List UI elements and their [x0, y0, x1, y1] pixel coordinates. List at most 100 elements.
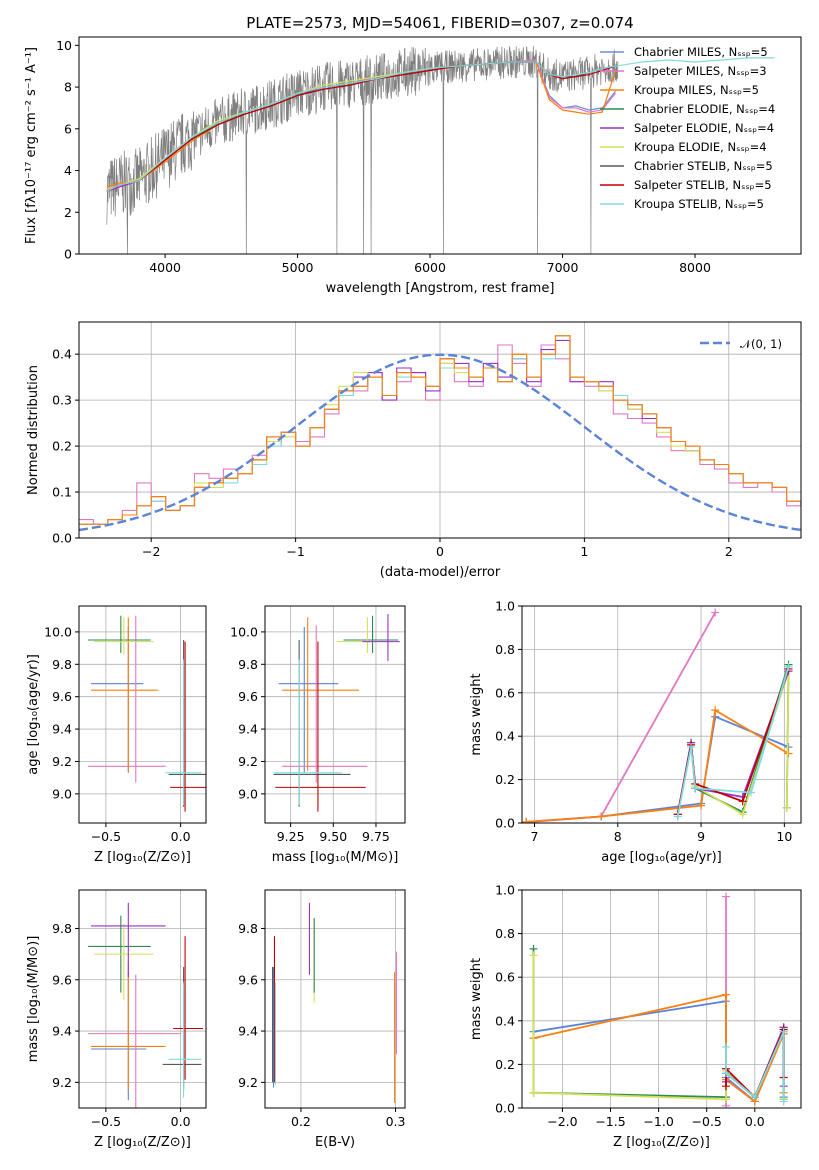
weight-marker — [711, 706, 720, 715]
legend-label: Kroupa STELIB, Nₛₛₚ=5 — [634, 197, 764, 211]
weight-marker — [747, 788, 756, 797]
y-tick-label: 9.8 — [52, 657, 72, 672]
plot-area — [273, 614, 400, 812]
y-tick-label: 9.2 — [52, 1075, 72, 1090]
x-tick-label: −2.0 — [547, 1114, 577, 1129]
histogram-4 — [79, 335, 801, 525]
y-tick-label: 0.6 — [495, 970, 515, 985]
y-tick-label: 0.2 — [52, 439, 72, 454]
x-tick-label: 0.0 — [171, 829, 191, 844]
plot-area — [272, 902, 398, 1103]
y-tick-label: 0 — [64, 247, 72, 262]
y-tick-label: 9.4 — [238, 722, 258, 737]
x-tick-label: 7000 — [547, 260, 579, 275]
y-tick-label: 0.8 — [495, 642, 515, 657]
x-axis-label: E(B-V) — [315, 1135, 355, 1150]
y-tick-label: 0.0 — [495, 816, 515, 831]
x-tick-label: 1 — [580, 544, 588, 559]
legend-label: 𝒩(0, 1) — [740, 337, 782, 351]
weight-marker — [721, 1042, 730, 1051]
x-tick-label: 0.2 — [291, 1114, 311, 1129]
plot-area — [87, 615, 206, 812]
legend-label: Kroupa ELODIE, Nₛₛₚ=4 — [634, 140, 767, 154]
axes-frame — [78, 605, 207, 824]
y-tick-label: 0.2 — [495, 1057, 515, 1072]
y-tick-label: 9.6 — [238, 689, 258, 704]
observed-spectrum — [106, 45, 619, 254]
y-tick-label: 1.0 — [495, 883, 515, 898]
weight-marker — [529, 1088, 538, 1097]
x-tick-label: −2 — [142, 544, 160, 559]
weight-marker — [779, 1097, 788, 1106]
y-tick-label: 9.8 — [238, 657, 258, 672]
y-tick-label: 0.0 — [495, 1101, 515, 1116]
weight-line-6 — [676, 668, 790, 815]
y-tick-label: 1.0 — [495, 599, 515, 614]
x-tick-label: 9.75 — [362, 829, 390, 844]
x-tick-label: −0.5 — [91, 1114, 121, 1129]
y-tick-label: 9.2 — [238, 1075, 258, 1090]
y-tick-label: 9.4 — [238, 1024, 258, 1039]
x-axis-label: wavelength [Angstrom, rest frame] — [326, 281, 555, 296]
x-axis-label: Z [log₁₀(Z/Z⊙)] — [94, 1135, 191, 1150]
plot-area — [522, 608, 793, 823]
x-tick-label: −0.5 — [91, 829, 121, 844]
y-tick-label: 0.1 — [52, 485, 72, 500]
weight-marker — [529, 951, 538, 960]
y-tick-label: 0.8 — [495, 926, 515, 941]
y-tick-label: 9.0 — [238, 786, 258, 801]
y-tick-label: 6 — [64, 121, 72, 136]
y-axis-label: Normed distribution — [26, 365, 41, 495]
x-axis-label: (data-model)/error — [380, 565, 501, 580]
panel-6: 0.2 0.3 9.2 9.4 9.6 9.8 E(B-V) — [238, 889, 406, 1150]
plot-area — [529, 892, 788, 1108]
x-tick-label: 10 — [776, 829, 792, 844]
x-tick-label: 0.0 — [745, 1114, 765, 1129]
x-axis-label: Z [log₁₀(Z/Z⊙)] — [613, 1135, 710, 1150]
x-tick-label: 6000 — [414, 260, 446, 275]
x-tick-label: 2 — [725, 544, 733, 559]
x-tick-label: 8000 — [679, 260, 711, 275]
y-tick-label: 0.0 — [52, 531, 72, 546]
x-tick-label: 9.50 — [319, 829, 347, 844]
axes-frame — [78, 889, 207, 1109]
x-tick-label: 0 — [436, 544, 444, 559]
panel-7: −2.0 −1.5 −1.0 −0.5 0.0 0.0 0.2 0.4 0.6 0.8 1.0 Z [… — [469, 883, 802, 1150]
y-tick-label: 0.4 — [52, 347, 72, 362]
y-tick-label: 9.6 — [238, 972, 258, 987]
y-tick-label: 9.2 — [238, 754, 258, 769]
legend-label: Kroupa MILES, Nₛₛₚ=5 — [634, 83, 759, 97]
weight-marker — [750, 1093, 759, 1102]
y-tick-label: 9.4 — [52, 722, 72, 737]
panel-5: −0.5 0.0 9.2 9.4 9.6 9.8 Z [log₁₀(Z/Z⊙)] mass [… — [26, 889, 207, 1150]
weight-marker — [691, 784, 700, 793]
y-tick-label: 0.6 — [495, 685, 515, 700]
plot-area — [79, 335, 801, 532]
weight-marker — [721, 1069, 730, 1078]
weight-marker — [782, 803, 791, 812]
y-tick-label: 0.4 — [495, 729, 515, 744]
legend-label: Chabrier MILES, Nₛₛₚ=5 — [634, 45, 768, 59]
normal-curve — [79, 353, 801, 532]
y-tick-label: 0.4 — [495, 1013, 515, 1028]
legend-label: Salpeter STELIB, Nₛₛₚ=5 — [634, 178, 772, 192]
panel-4: 7 8 9 10 0.0 0.2 0.4 0.6 0.8 1.0 age [log₁₀(age/yr… — [469, 599, 802, 865]
model-spectrum-7 — [106, 61, 616, 192]
x-tick-label: 9 — [697, 829, 705, 844]
y-tick-label: 9.6 — [52, 689, 72, 704]
panel-0: 4000 5000 6000 7000 8000 0 2 4 6 8 10 wavelength [A… — [24, 14, 802, 296]
y-tick-label: 4 — [64, 163, 72, 178]
x-tick-label: −0.5 — [692, 1114, 722, 1129]
y-tick-label: 9.8 — [52, 921, 72, 936]
y-tick-label: 9.2 — [52, 754, 72, 769]
weight-marker — [721, 1082, 730, 1091]
panel-2: −0.5 0.0 9.0 9.2 9.4 9.6 9.8 10.0 Z [log₁₀(Z/Z⊙)… — [26, 605, 207, 865]
y-axis-label: mass [log₁₀(M/M⊙)] — [26, 936, 41, 1063]
legend-label: Chabrier ELODIE, Nₛₛₚ=4 — [634, 102, 775, 116]
y-tick-label: 9.4 — [52, 1024, 72, 1039]
x-tick-label: 5000 — [282, 260, 314, 275]
y-axis-label: age [log₁₀(age/yr)] — [26, 654, 41, 775]
axes-frame — [264, 889, 406, 1109]
x-tick-label: 8 — [614, 829, 622, 844]
histogram-0 — [79, 335, 801, 525]
